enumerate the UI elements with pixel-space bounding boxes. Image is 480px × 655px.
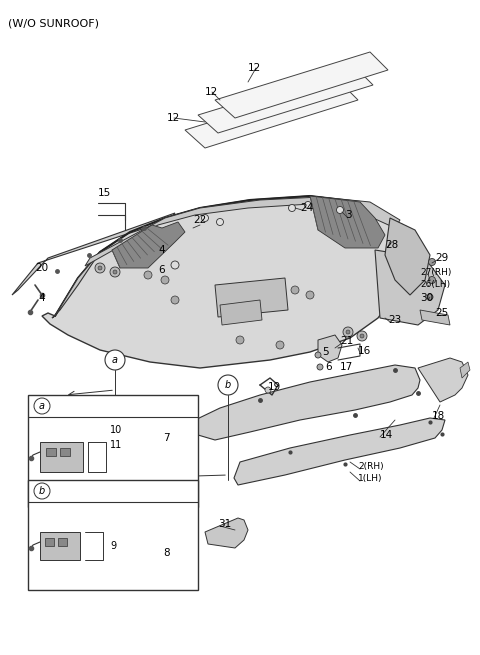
Circle shape	[34, 483, 50, 499]
Text: 28: 28	[385, 240, 398, 250]
Text: 12: 12	[167, 113, 180, 123]
Polygon shape	[310, 196, 385, 248]
Polygon shape	[12, 213, 175, 295]
Circle shape	[105, 350, 125, 370]
Circle shape	[429, 276, 435, 284]
Bar	[28, 480, 198, 590]
Polygon shape	[195, 365, 420, 440]
Polygon shape	[112, 222, 185, 268]
Circle shape	[360, 334, 364, 338]
Polygon shape	[234, 418, 445, 485]
Text: 30: 30	[420, 293, 433, 303]
Polygon shape	[85, 197, 400, 266]
Text: 23: 23	[388, 315, 401, 325]
Text: 25: 25	[435, 308, 448, 318]
Text: 5: 5	[322, 347, 329, 357]
Polygon shape	[40, 442, 83, 472]
Circle shape	[336, 206, 344, 214]
Circle shape	[317, 364, 323, 370]
Text: 3: 3	[345, 210, 352, 220]
Bar	[45, 538, 54, 546]
Text: 11: 11	[110, 440, 122, 450]
Polygon shape	[418, 358, 468, 402]
Circle shape	[306, 291, 314, 299]
Bar	[60, 448, 70, 456]
Text: b: b	[39, 486, 45, 496]
Text: 27(RH): 27(RH)	[420, 267, 451, 276]
Polygon shape	[420, 310, 450, 325]
Text: (W/O SUNROOF): (W/O SUNROOF)	[8, 18, 99, 28]
Circle shape	[315, 352, 321, 358]
Text: 19: 19	[268, 382, 281, 392]
Text: 12: 12	[248, 63, 261, 73]
Text: 7: 7	[163, 433, 169, 443]
Text: 1(LH): 1(LH)	[358, 474, 383, 483]
Text: a: a	[112, 355, 118, 365]
Circle shape	[265, 387, 271, 393]
Polygon shape	[460, 362, 470, 378]
Circle shape	[34, 398, 50, 414]
Polygon shape	[42, 196, 408, 368]
Circle shape	[95, 263, 105, 273]
Text: 6: 6	[158, 265, 165, 275]
Text: 8: 8	[163, 548, 169, 558]
Text: 6: 6	[325, 362, 332, 372]
Circle shape	[304, 202, 312, 208]
Polygon shape	[215, 278, 288, 317]
Text: 14: 14	[380, 430, 393, 440]
Text: 16: 16	[358, 346, 371, 356]
Circle shape	[202, 214, 208, 221]
Circle shape	[288, 204, 296, 212]
Circle shape	[216, 219, 224, 225]
Circle shape	[171, 296, 179, 304]
Circle shape	[110, 267, 120, 277]
Circle shape	[346, 330, 350, 334]
Circle shape	[144, 271, 152, 279]
Circle shape	[218, 375, 238, 395]
Text: 22: 22	[193, 215, 206, 225]
Bar	[46, 448, 56, 456]
Polygon shape	[198, 67, 373, 133]
Text: 31: 31	[218, 519, 231, 529]
Text: 9: 9	[110, 541, 116, 551]
Circle shape	[427, 294, 433, 300]
Circle shape	[113, 270, 117, 274]
Text: a: a	[39, 401, 45, 411]
Polygon shape	[215, 52, 388, 118]
Circle shape	[429, 259, 435, 265]
Circle shape	[171, 261, 179, 269]
Text: b: b	[225, 380, 231, 390]
Text: 21: 21	[340, 336, 353, 346]
Circle shape	[357, 331, 367, 341]
Text: 26(LH): 26(LH)	[420, 280, 450, 288]
Text: 12: 12	[205, 87, 218, 97]
Circle shape	[161, 276, 169, 284]
Polygon shape	[40, 532, 80, 560]
Text: 2(RH): 2(RH)	[358, 462, 384, 472]
Polygon shape	[52, 252, 100, 318]
Text: 29: 29	[435, 253, 448, 263]
Polygon shape	[185, 82, 358, 148]
Text: 18: 18	[432, 411, 445, 421]
Text: 20: 20	[35, 263, 48, 273]
Circle shape	[343, 327, 353, 337]
Circle shape	[98, 266, 102, 270]
Text: 4: 4	[158, 245, 165, 255]
Polygon shape	[375, 250, 445, 325]
Circle shape	[291, 286, 299, 294]
Circle shape	[236, 336, 244, 344]
Text: 17: 17	[340, 362, 353, 372]
Bar	[58, 538, 67, 546]
Text: 24: 24	[300, 203, 313, 213]
Text: 10: 10	[110, 425, 122, 435]
Text: 15: 15	[98, 188, 111, 198]
Circle shape	[276, 341, 284, 349]
Polygon shape	[220, 300, 262, 325]
Polygon shape	[385, 218, 430, 295]
Polygon shape	[205, 518, 248, 548]
Polygon shape	[318, 335, 342, 362]
Bar	[28, 395, 198, 507]
Text: 4: 4	[38, 293, 45, 303]
